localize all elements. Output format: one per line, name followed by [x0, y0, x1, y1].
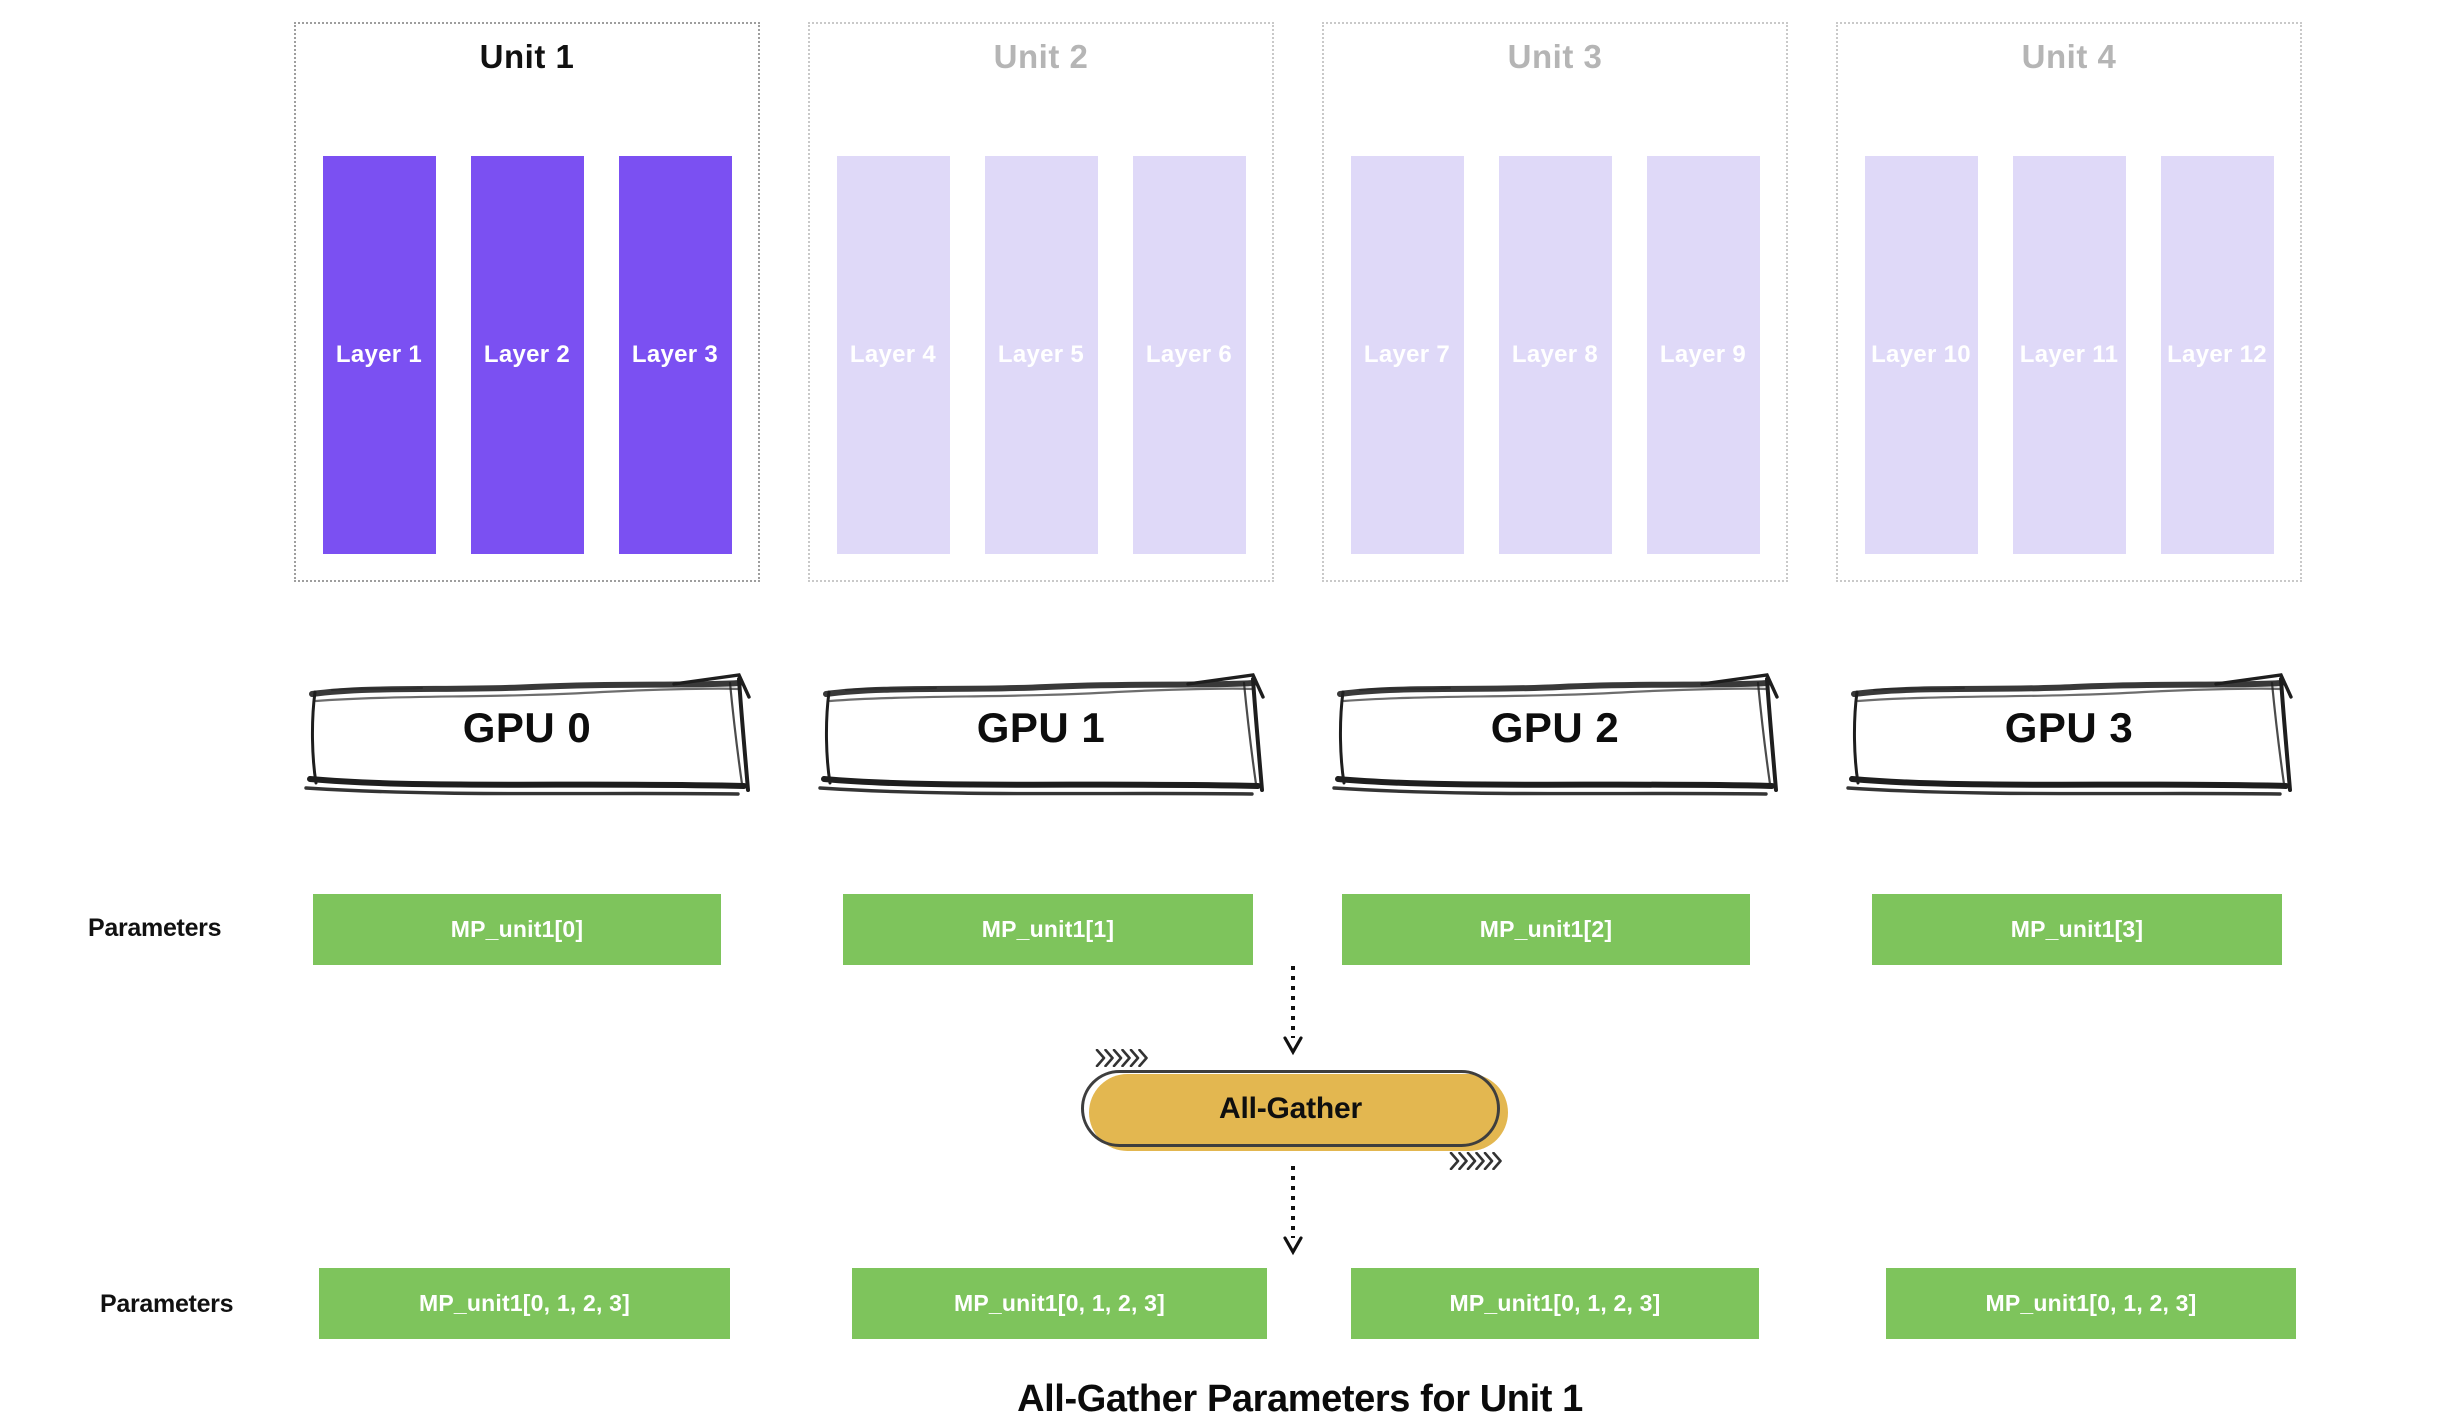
param-shard-box: MP_unit1[3]	[1872, 894, 2282, 965]
layer-bar: Layer 12	[2160, 156, 2274, 554]
unit-box-3: Unit 3 Layer 7 Layer 8 Layer 9	[1322, 22, 1788, 582]
diagram-caption: All-Gather Parameters for Unit 1	[1017, 1378, 1583, 1420]
allgather-pill: All-Gather	[1081, 1070, 1500, 1147]
param-full-box: MP_unit1[0, 1, 2, 3]	[1351, 1268, 1759, 1339]
param-shard-box: MP_unit1[1]	[843, 894, 1253, 965]
layer-group: Layer 1 Layer 2 Layer 3	[296, 156, 758, 554]
unit-box-2: Unit 2 Layer 4 Layer 5 Layer 6	[808, 22, 1274, 582]
gpu-box-1: GPU 1	[808, 666, 1274, 806]
param-full-box: MP_unit1[0, 1, 2, 3]	[319, 1268, 730, 1339]
gpu-box-0: GPU 0	[294, 666, 760, 806]
gpu-label: GPU 3	[2004, 704, 2134, 751]
layer-group: Layer 4 Layer 5 Layer 6	[810, 156, 1272, 554]
layer-bar: Layer 10	[1864, 156, 1978, 554]
gpu-box-3: GPU 3	[1836, 666, 2302, 806]
allgather-label: All-Gather	[1218, 1091, 1363, 1125]
unit-title: Unit 4	[2021, 38, 2117, 75]
param-shard-box: MP_unit1[0]	[313, 894, 721, 965]
layer-bar: Layer 9	[1646, 156, 1760, 554]
chevrons-icon	[1449, 1152, 1502, 1170]
layer-bar: Layer 4	[836, 156, 950, 554]
unit-title: Unit 2	[993, 38, 1089, 75]
gpu-label: GPU 0	[462, 704, 592, 751]
layer-bar: Layer 5	[984, 156, 1098, 554]
gpu-box-2: GPU 2	[1322, 666, 1788, 806]
chevrons-icon	[1095, 1049, 1148, 1067]
param-full-box: MP_unit1[0, 1, 2, 3]	[852, 1268, 1267, 1339]
gpu-label: GPU 2	[1490, 704, 1620, 751]
unit-box-4: Unit 4 Layer 10 Layer 11 Layer 12	[1836, 22, 2302, 582]
unit-title: Unit 1	[479, 38, 575, 75]
layer-bar: Layer 8	[1498, 156, 1612, 554]
unit-title: Unit 3	[1507, 38, 1603, 75]
param-full-box: MP_unit1[0, 1, 2, 3]	[1886, 1268, 2296, 1339]
layer-bar: Layer 1	[322, 156, 436, 554]
param-shard-box: MP_unit1[2]	[1342, 894, 1750, 965]
layer-group: Layer 7 Layer 8 Layer 9	[1324, 156, 1786, 554]
allgather-pill-fill	[1089, 1074, 1508, 1151]
layer-bar: Layer 7	[1350, 156, 1464, 554]
gpu-label: GPU 1	[976, 704, 1106, 751]
down-arrow-icon	[1283, 964, 1303, 1054]
layer-bar: Layer 11	[2012, 156, 2126, 554]
layer-bar: Layer 2	[470, 156, 584, 554]
parameters-label-bottom: Parameters	[100, 1290, 234, 1318]
layer-bar: Layer 6	[1132, 156, 1246, 554]
down-arrow-icon	[1283, 1164, 1303, 1254]
parameters-label-top: Parameters	[88, 914, 222, 942]
layer-bar: Layer 3	[618, 156, 732, 554]
unit-box-1: Unit 1 Layer 1 Layer 2 Layer 3	[294, 22, 760, 582]
layer-group: Layer 10 Layer 11 Layer 12	[1838, 156, 2300, 554]
